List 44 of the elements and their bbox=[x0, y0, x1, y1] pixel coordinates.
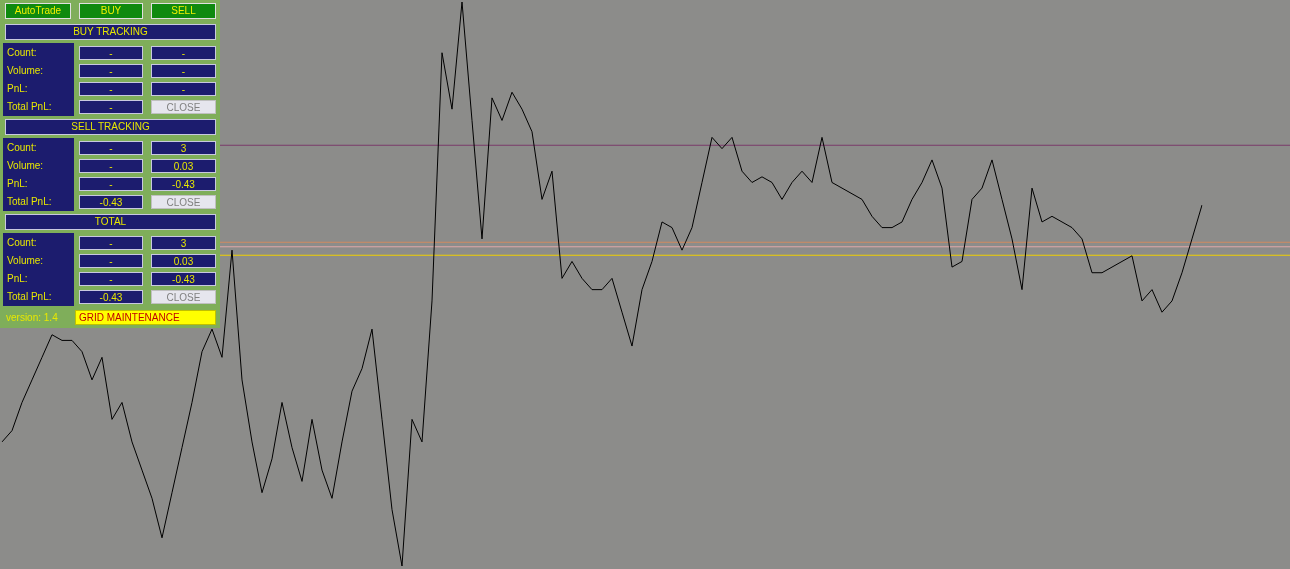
annotation: Count: bbox=[6, 236, 38, 250]
annotation: - bbox=[79, 141, 143, 155]
annotation: - bbox=[79, 46, 143, 60]
annotation: CLOSE bbox=[151, 100, 216, 114]
annotation: - bbox=[151, 46, 216, 60]
annotation: -0.43 bbox=[79, 195, 143, 209]
annotation: -0.43 bbox=[151, 177, 216, 191]
annotation: BUY bbox=[79, 3, 143, 19]
annotation: 3 bbox=[151, 141, 216, 155]
annotation: Total PnL: bbox=[6, 195, 53, 209]
annotation: 3 bbox=[151, 236, 216, 250]
annotation: CLOSE bbox=[151, 195, 216, 209]
annotation: version: 1.4 bbox=[5, 311, 59, 325]
annotation: Volume: bbox=[6, 64, 45, 78]
annotation: - bbox=[79, 64, 143, 78]
annotation: CLOSE bbox=[151, 290, 216, 304]
annotation: - bbox=[151, 82, 216, 96]
annotation: 0.03 bbox=[151, 254, 216, 268]
annotation: Total PnL: bbox=[6, 100, 53, 114]
annotation: -0.43 bbox=[79, 290, 143, 304]
annotation: Total PnL: bbox=[6, 290, 53, 304]
annotation: - bbox=[79, 100, 143, 114]
annotation: - bbox=[79, 177, 143, 191]
annotation: PnL: bbox=[6, 82, 29, 96]
annotation: SELL bbox=[151, 3, 216, 19]
annotation: - bbox=[79, 159, 143, 173]
annotation: GRID MAINTENANCE bbox=[75, 310, 216, 325]
annotation: 0.03 bbox=[151, 159, 216, 173]
annotation: TOTAL bbox=[5, 214, 216, 230]
annotation: Count: bbox=[6, 141, 38, 155]
annotation: - bbox=[79, 272, 143, 286]
annotation: AutoTrade bbox=[5, 3, 71, 19]
annotation: Volume: bbox=[6, 254, 45, 268]
annotation: - bbox=[151, 64, 216, 78]
annotation: BUY TRACKING bbox=[5, 24, 216, 40]
annotation: SELL TRACKING bbox=[5, 119, 216, 135]
annotation: - bbox=[79, 254, 143, 268]
annotation: - bbox=[79, 82, 143, 96]
annotation: PnL: bbox=[6, 177, 29, 191]
annotation: -0.43 bbox=[151, 272, 216, 286]
annotation: PnL: bbox=[6, 272, 29, 286]
annotation: Volume: bbox=[6, 159, 45, 173]
annotation: - bbox=[79, 236, 143, 250]
annotation: Count: bbox=[6, 46, 38, 60]
